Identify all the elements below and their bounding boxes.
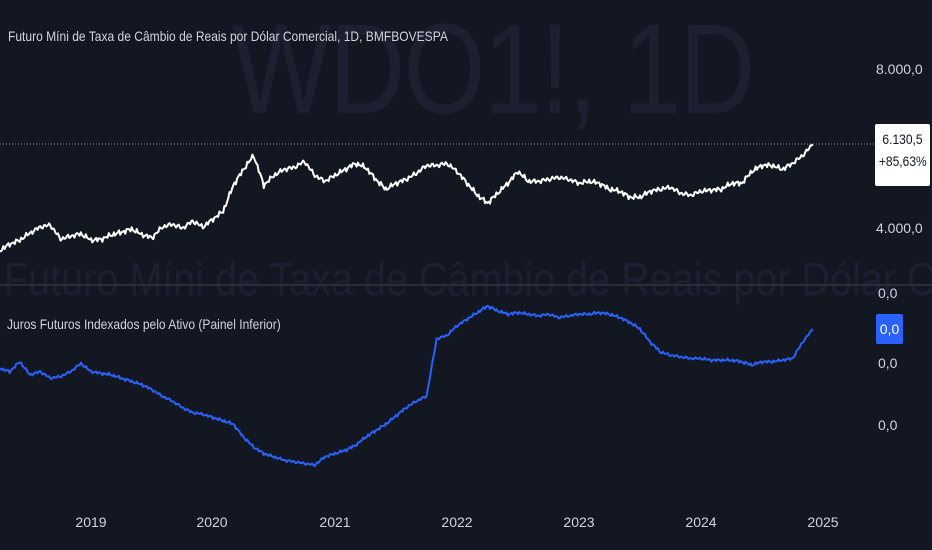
y-tick-ind-2: 0,0: [878, 355, 898, 371]
main-series-layer: [0, 143, 814, 253]
x-tick-2025: 2025: [807, 514, 838, 530]
x-tick-2019: 2019: [75, 514, 106, 530]
indicator-title: Juros Futuros Indexados pelo Ativo (Pain…: [7, 316, 281, 332]
x-tick-2020: 2020: [196, 514, 227, 530]
last-price-badge: 6.130,5 +85,63%: [875, 124, 930, 186]
indicator-value-badge: 0,0: [876, 314, 903, 344]
y-tick-main-4000: 4.000,0: [876, 220, 923, 236]
price-series-line: [0, 143, 814, 253]
last-price-value: 6.130,5: [882, 131, 923, 147]
indicator-series-line: [0, 304, 814, 468]
y-tick-ind-1: 0,0: [878, 285, 898, 301]
y-tick-main-8000: 8.000,0: [876, 61, 923, 77]
price-change-percent: +85,63%: [878, 153, 927, 169]
x-tick-2023: 2023: [563, 514, 594, 530]
x-tick-2022: 2022: [441, 514, 472, 530]
main-chart-title: Futuro Míni de Taxa de Câmbio de Reais p…: [8, 28, 448, 44]
y-tick-ind-3: 0,0: [878, 417, 898, 433]
x-tick-2021: 2021: [319, 514, 350, 530]
x-tick-2024: 2024: [685, 514, 716, 530]
indicator-series-layer: [0, 304, 814, 468]
